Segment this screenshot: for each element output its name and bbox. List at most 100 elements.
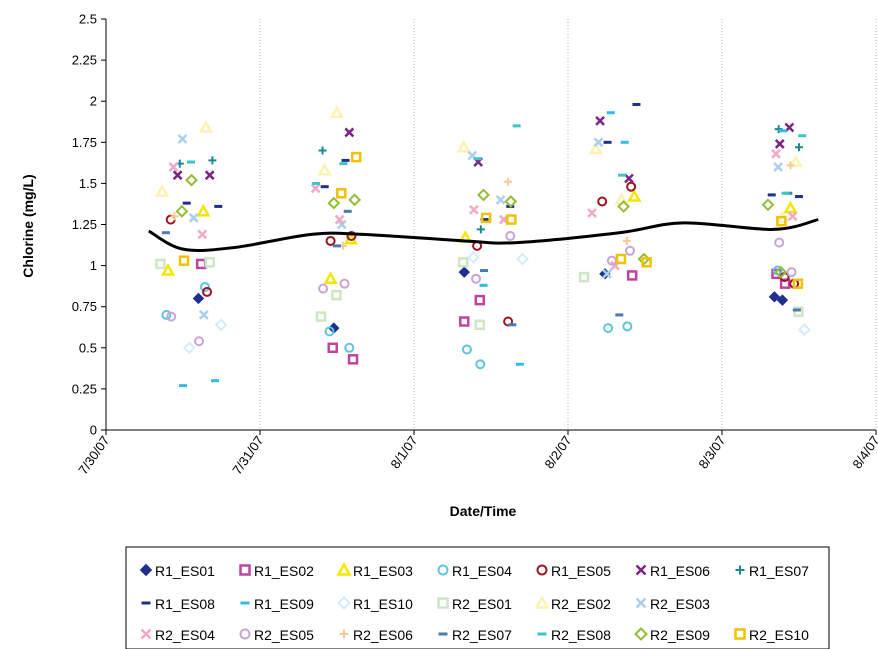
- data-point: [175, 204, 189, 218]
- series-r2-es01: [155, 257, 804, 331]
- data-point: [615, 253, 627, 265]
- data-point: [595, 116, 605, 126]
- data-point: [504, 177, 513, 186]
- data-point: [627, 188, 642, 202]
- data-point: [198, 310, 209, 320]
- legend-marker: [337, 596, 351, 610]
- legend-label: R2_ES01: [452, 596, 512, 612]
- data-point: [593, 137, 604, 148]
- data-point: [495, 194, 506, 205]
- legend-marker: [534, 594, 550, 609]
- legend-box: [125, 546, 830, 649]
- data-point: [183, 341, 196, 355]
- data-point: [505, 231, 516, 242]
- data-point: [334, 214, 345, 225]
- legend-item-r1-es08: R1_ES08: [141, 596, 215, 612]
- data-point: [208, 156, 217, 165]
- data-point: [348, 193, 362, 207]
- series-r1-es02: [195, 258, 791, 365]
- legend-marker: [536, 564, 548, 576]
- legend-marker: [339, 629, 349, 639]
- data-point: [506, 214, 517, 225]
- legend-label: R1_ES10: [353, 596, 413, 612]
- data-point: [792, 278, 804, 289]
- data-point: [476, 225, 485, 234]
- data-point: [458, 266, 470, 278]
- data-point: [625, 245, 636, 256]
- legend-item-r1-es06: R1_ES06: [635, 563, 710, 579]
- legend-marker: [139, 563, 153, 577]
- legend-marker: [437, 564, 449, 576]
- axis-layer: 7/30/07 7/31/07 8/1/07 8/2/07 8/3/07 8/4/07 0 0…: [72, 12, 878, 478]
- data-point: [155, 258, 166, 270]
- data-point: [776, 215, 787, 227]
- legend-item-r2-es01: R2_ES01: [437, 596, 512, 612]
- data-point: [346, 231, 357, 242]
- x-tick-label: 8/3/07: [695, 433, 728, 471]
- data-point: [331, 289, 342, 301]
- data-point: [783, 200, 798, 214]
- data-point: [315, 311, 327, 322]
- data-point: [160, 262, 176, 276]
- data-point: [469, 204, 479, 215]
- data-point: [761, 198, 775, 212]
- data-point: [587, 208, 597, 218]
- legend-item-r2-es04: R2_ES04: [140, 627, 215, 643]
- data-point: [480, 212, 492, 224]
- legend-item-r1-es01: R1_ES01: [139, 563, 215, 579]
- x-tick-label: 8/4/07: [849, 433, 878, 471]
- legend-marker: [336, 561, 352, 576]
- legend-item-r1-es09: R1_ES09: [240, 596, 314, 612]
- data-point: [774, 237, 785, 248]
- legend-label: R2_ES08: [551, 627, 611, 643]
- data-point: [626, 270, 638, 281]
- data-point: [172, 170, 183, 181]
- data-point: [323, 271, 338, 285]
- data-point: [327, 342, 338, 354]
- y-tick-label: 2.5: [79, 12, 97, 27]
- series-r2-es06: [170, 161, 795, 250]
- data-point: [456, 139, 471, 153]
- data-point: [457, 257, 469, 268]
- data-point: [339, 278, 350, 289]
- legend-marker: [437, 597, 449, 609]
- data-point: [317, 162, 332, 176]
- series-r1-es09: [179, 111, 787, 388]
- y-tick-label: 2.25: [72, 53, 97, 68]
- legend-item-r2-es05: R2_ES05: [239, 627, 314, 643]
- data-point: [325, 235, 336, 246]
- data-point: [195, 258, 207, 270]
- series-r1-es04: [161, 265, 783, 370]
- series-r2-es09: [175, 173, 788, 279]
- data-point: [155, 184, 170, 197]
- data-point: [768, 291, 781, 303]
- data-point: [202, 286, 213, 297]
- data-point: [779, 278, 791, 289]
- legend-item-r1-es04: R1_ES04: [437, 563, 512, 579]
- y-tick-label: 0: [90, 423, 97, 438]
- legend-label: R1_ES07: [749, 563, 809, 579]
- legend-label: R2_ES06: [353, 627, 413, 643]
- legend-item-r2-es03: R2_ES03: [635, 596, 710, 612]
- data-point: [588, 141, 603, 155]
- legend-item-r2-es09: R2_ES09: [634, 627, 710, 643]
- y-tick-label: 0.5: [79, 340, 97, 355]
- trend-layer: [148, 218, 819, 252]
- data-point: [477, 188, 490, 202]
- data-point: [344, 127, 355, 138]
- data-point: [329, 105, 345, 118]
- legend-marker: [635, 564, 647, 576]
- data-point: [459, 316, 470, 327]
- legend-marker: [239, 628, 251, 640]
- legend-label: R2_ES09: [650, 627, 710, 643]
- data-point: [786, 161, 795, 170]
- y-tick-label: 1.5: [79, 176, 97, 191]
- y-tick-label: 1.75: [72, 135, 97, 150]
- series-r1-es06: [172, 116, 795, 184]
- data-point: [503, 316, 514, 327]
- data-point: [168, 162, 179, 172]
- x-tick-label: 7/31/07: [229, 433, 266, 477]
- data-point: [787, 211, 798, 222]
- data-point: [624, 173, 634, 184]
- data-point: [177, 134, 188, 144]
